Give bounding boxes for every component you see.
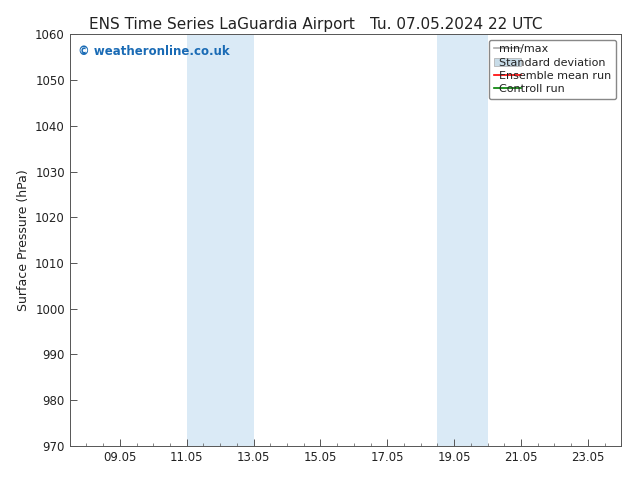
Legend: min/max, Standard deviation, Ensemble mean run, Controll run: min/max, Standard deviation, Ensemble me… bbox=[489, 40, 616, 99]
Text: © weatheronline.co.uk: © weatheronline.co.uk bbox=[78, 45, 230, 58]
Bar bbox=[437, 34, 488, 446]
Y-axis label: Surface Pressure (hPa): Surface Pressure (hPa) bbox=[16, 169, 30, 311]
Text: ENS Time Series LaGuardia Airport: ENS Time Series LaGuardia Airport bbox=[89, 17, 355, 32]
Bar bbox=[187, 34, 254, 446]
Text: Tu. 07.05.2024 22 UTC: Tu. 07.05.2024 22 UTC bbox=[370, 17, 543, 32]
